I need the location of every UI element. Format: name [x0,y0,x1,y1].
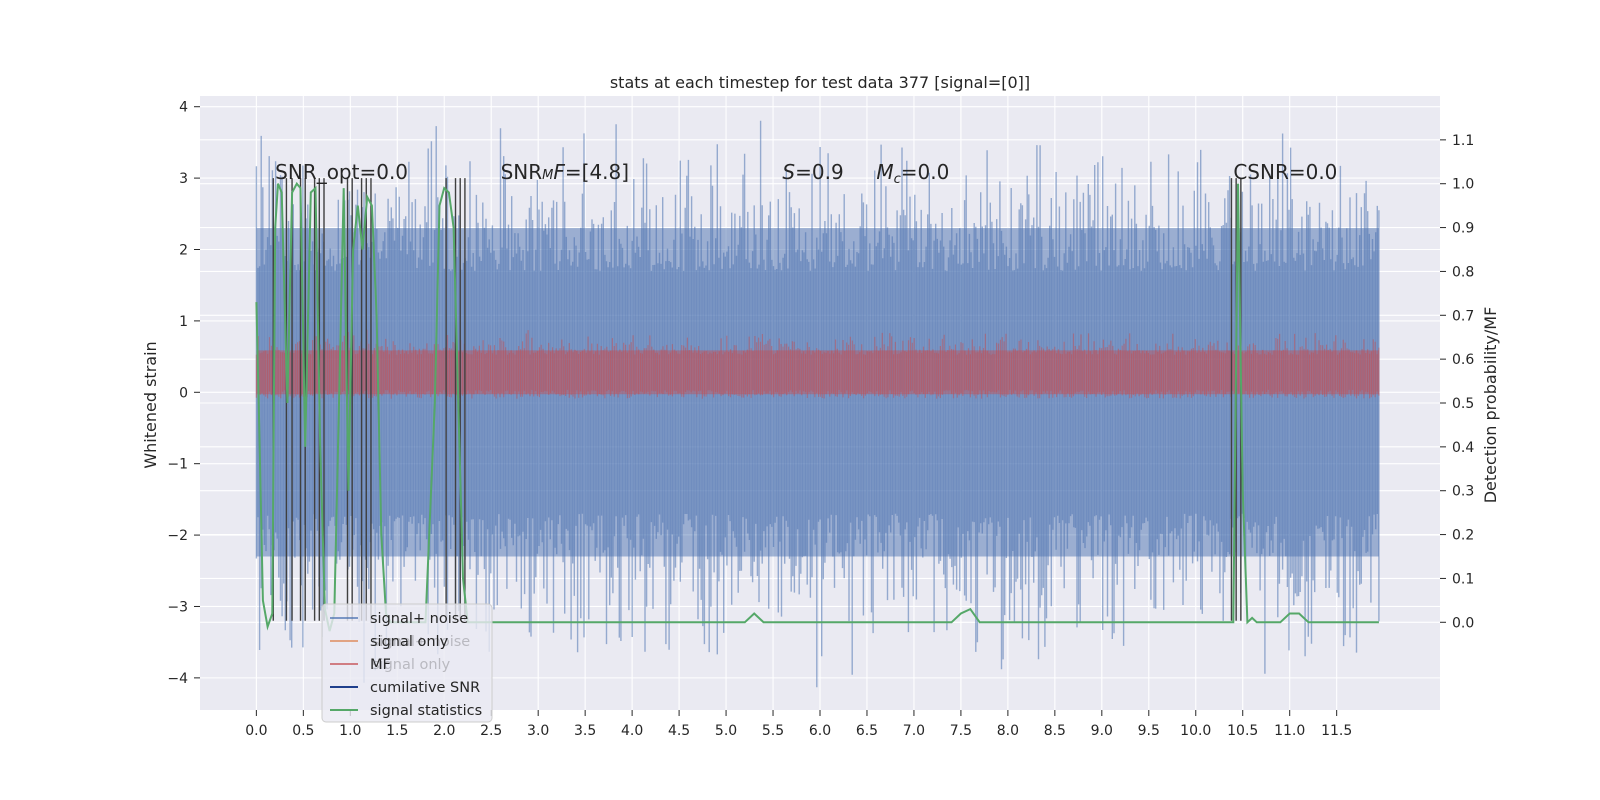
y2-tick-label: 1.1 [1452,133,1474,149]
y2-tick-label: 0.9 [1452,221,1474,237]
y2-tick-label: 0.7 [1452,308,1474,324]
annotation-1: SNRMF=[4.8] [501,160,629,184]
x-tick-label: 0.0 [245,723,267,739]
x-tick-label: 11.0 [1274,723,1305,739]
y2-tick-label: 0.3 [1452,484,1474,500]
y2-tick-label: 0.2 [1452,528,1474,544]
x-tick-label: 4.0 [621,723,643,739]
x-tick-label: 4.5 [668,723,690,739]
annotation-3: Mc=0.0 [876,160,949,187]
y-right-ticks: 1.1 1.0 0.9 0.8 0.7 0.6 0.5 0.4 0.3 0.2 0.1 0.0 [1440,133,1474,631]
legend-label: cumilative SNR [370,680,480,696]
x-tick-label: 8.0 [997,723,1019,739]
legend-label: MF [370,657,391,673]
x-tick-label: 5.5 [762,723,784,739]
annotation-0: SNR_opt=0.0 [275,160,408,184]
x-tick-label: 9.5 [1138,723,1160,739]
x-tick-label: 5.0 [715,723,737,739]
x-tick-label: 9.0 [1091,723,1113,739]
y2-tick-label: 0.5 [1452,396,1474,412]
x-tick-label: 6.5 [856,723,878,739]
x-tick-label: 3.5 [574,723,596,739]
legend-label: signal statistics [370,703,482,719]
marker-lines [272,178,1242,621]
x-ticks: 0.0 0.5 1.0 1.5 2.0 2.5 3.0 3.5 4.0 4.5 5.0 5.5 6.0 6… [245,710,1352,739]
mf-line [255,329,1380,399]
y-tick-label: 3 [179,171,188,187]
x-tick-label: 7.5 [950,723,972,739]
x-tick-label: 10.5 [1227,723,1258,739]
y2-axis-label: Detection probability/MF [1481,307,1500,504]
y2-tick-label: 0.8 [1452,264,1474,280]
y2-tick-label: 0.0 [1452,615,1474,631]
ghost-legend-label: signal only [372,657,451,673]
y-axis-label: Whitened strain [141,341,160,468]
legend-label: signal+ noise [370,611,468,627]
mf-series [255,329,1380,399]
y-tick-label: −4 [167,671,188,687]
y-tick-label: −3 [167,599,188,615]
annotations: SNR_opt=0.0 SNRMF=[4.8] S=0.9 Mc=0.0 CSNR=0.… [275,160,1337,187]
x-tick-label: 2.5 [480,723,502,739]
legend-box [321,603,493,723]
y-tick-label: −2 [167,528,188,544]
x-tick-label: 10.0 [1180,723,1211,739]
x-tick-label: 6.0 [809,723,831,739]
y-tick-label: 4 [179,100,188,116]
chart-title: stats at each timestep for test data 377… [610,73,1030,92]
y-tick-label: −1 [167,457,188,473]
x-tick-label: 1.0 [339,723,361,739]
x-tick-label: 1.5 [386,723,408,739]
annotation-4: CSNR=0.0 [1233,160,1337,184]
legend-label: signal only [370,634,449,650]
x-tick-label: 0.5 [292,723,314,739]
y2-tick-label: 0.4 [1452,440,1474,456]
x-tick-label: 7.0 [903,723,925,739]
x-tick-label: 11.5 [1321,723,1352,739]
annotation-2: S=0.9 [782,160,843,184]
y2-tick-label: 0.6 [1452,352,1474,368]
y2-tick-label: 0.1 [1452,571,1474,587]
x-tick-label: 2.0 [433,723,455,739]
ghost-legend-label: signal+ noise [372,634,470,650]
y-tick-label: 2 [179,243,188,259]
y-tick-label: 1 [179,314,188,330]
y2-tick-label: 1.0 [1452,177,1474,193]
x-tick-label: 8.5 [1044,723,1066,739]
y-left-ticks: 4 3 2 1 0 −1 −2 −3 −4 [167,100,200,687]
x-tick-label: 3.0 [527,723,549,739]
y-tick-label: 0 [179,385,188,401]
